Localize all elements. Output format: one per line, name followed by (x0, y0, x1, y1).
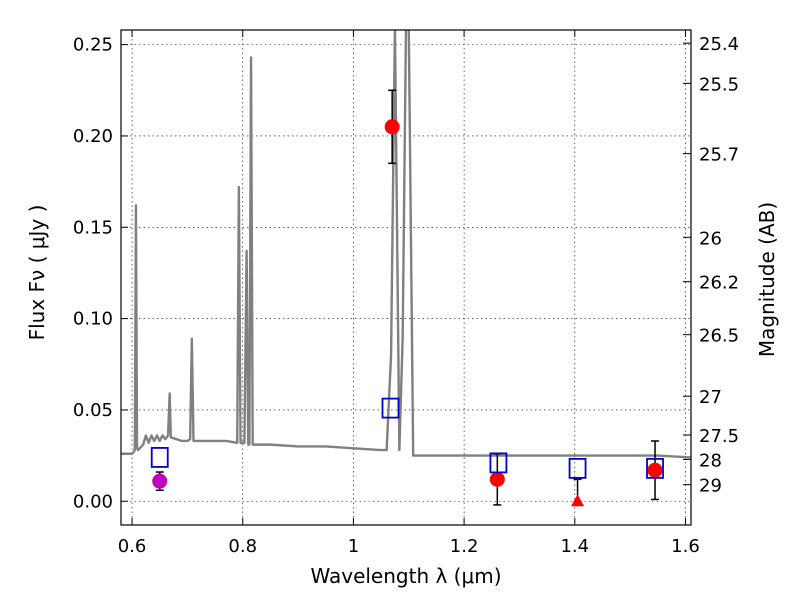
y-tick-label: 0.05 (73, 400, 113, 421)
right-tick-label: 26.2 (699, 273, 739, 294)
right-tick-label: 27.5 (699, 426, 739, 447)
y-tick-label: 0.15 (73, 217, 113, 238)
x-tick-labels: 0.6 0.8 1 1.2 1.4 1.6 (118, 536, 700, 557)
model-photometry-square (150, 447, 169, 468)
spectrum-layer (121, 30, 691, 459)
model-photometry-square (489, 452, 508, 474)
model-photometry-square (568, 457, 587, 479)
model-spectrum-line (121, 30, 691, 459)
x-tick-label: 0.8 (228, 536, 257, 557)
plot-frame (120, 29, 692, 526)
axis-ticks (121, 30, 691, 525)
right-tick-label: 25.7 (699, 145, 739, 166)
right-tick-label: 25.5 (699, 74, 739, 95)
right-tick-label: 27 (699, 387, 722, 408)
right-tick-label: 26 (699, 228, 722, 249)
observed-point (647, 462, 663, 478)
right-tick-label: 26.5 (699, 326, 739, 347)
data-marks (150, 89, 664, 507)
y-tick-labels: 0.00 0.05 0.10 0.15 0.20 0.25 (73, 35, 113, 513)
y-tick-label: 0.10 (73, 309, 113, 330)
model-photometry-square (381, 397, 400, 419)
y-tick-label: 0.00 (73, 491, 113, 512)
x-tick-label: 0.6 (118, 536, 147, 557)
x-axis-label: Wavelength λ (μm) (310, 564, 501, 588)
right-tick-label: 25.4 (699, 34, 739, 55)
observed-point (384, 119, 400, 135)
grid-lines (121, 30, 691, 525)
y-tick-label: 0.20 (73, 126, 113, 147)
y-axis-label: Flux Fν ( μJy ) (25, 205, 49, 341)
x-tick-label: 1.2 (450, 536, 479, 557)
right-axis-tick-labels: 25.4 25.5 25.7 26 26.2 26.5 27 27.5 28 29 (699, 34, 739, 496)
right-axis-label: Magnitude (AB) (755, 202, 779, 357)
x-tick-label: 1.4 (560, 536, 589, 557)
observed-point (489, 471, 505, 487)
observed-point (152, 473, 168, 489)
upper-limit-triangle (571, 494, 585, 507)
right-tick-label: 28 (699, 450, 722, 471)
model-photometry-square (646, 457, 664, 479)
y-tick-label: 0.25 (73, 35, 113, 56)
x-tick-label: 1 (348, 536, 359, 557)
right-tick-label: 29 (699, 476, 722, 497)
x-tick-label: 1.6 (671, 536, 700, 557)
